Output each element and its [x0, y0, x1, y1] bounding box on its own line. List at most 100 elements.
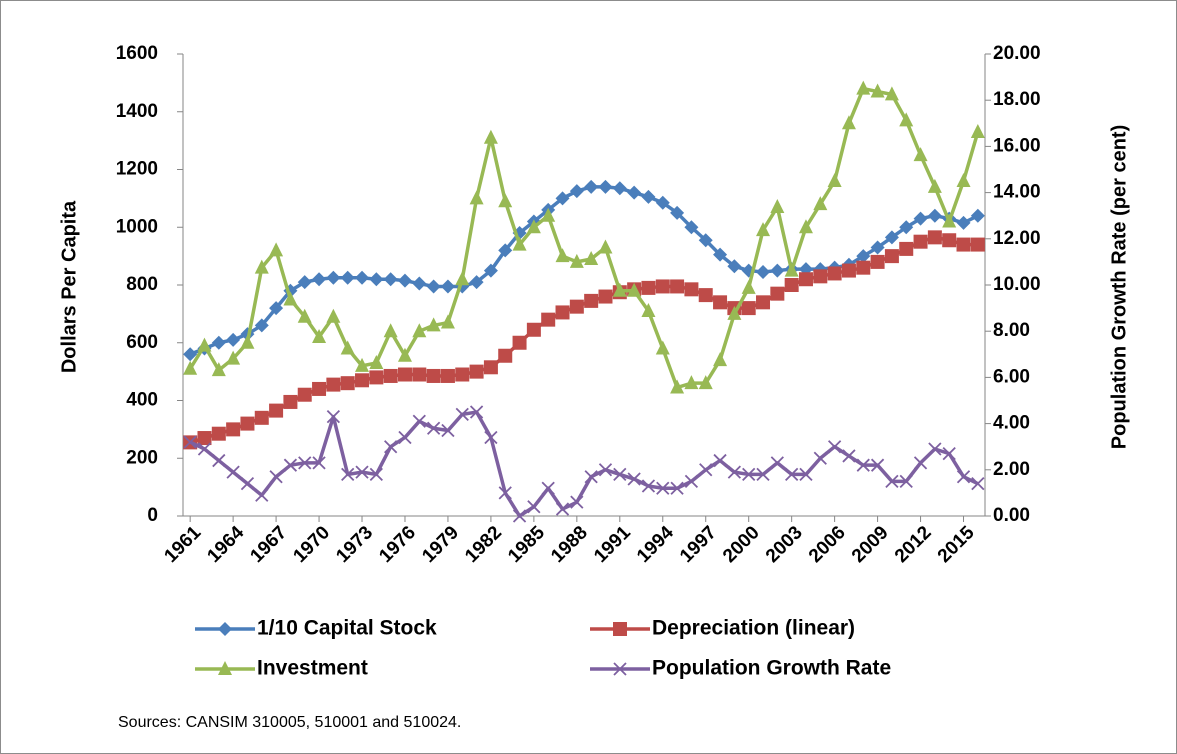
marker-diamond [970, 208, 985, 223]
marker-triangle [312, 328, 327, 343]
y-tick-label: 200 [126, 447, 158, 468]
legend-label: Population Growth Rate [652, 657, 891, 680]
marker-square [698, 288, 713, 303]
marker-square [813, 269, 828, 284]
marker-x [283, 458, 298, 472]
marker-square [440, 368, 455, 383]
marker-triangle [741, 279, 756, 294]
marker-x [527, 500, 541, 514]
legend-item: Depreciation (linear) [590, 617, 855, 640]
marker-diamond [655, 195, 670, 210]
marker-triangle [355, 357, 370, 372]
marker-square [956, 237, 971, 252]
marker-square [312, 381, 327, 396]
marker-x [770, 456, 784, 470]
marker-x [326, 410, 341, 424]
marker-square [455, 367, 470, 382]
marker-triangle [512, 236, 527, 251]
marker-triangle [942, 213, 957, 228]
marker-triangle [913, 147, 928, 162]
marker-square [569, 299, 584, 314]
series-line [188, 86, 980, 390]
marker-square [756, 295, 771, 310]
marker-square [397, 367, 412, 382]
legend-item: Population Growth Rate [590, 657, 891, 680]
marker-diamond [856, 249, 871, 264]
marker-square [269, 403, 284, 418]
marker-square [827, 266, 842, 281]
marker-diamond [226, 332, 241, 347]
marker-diamond [870, 240, 885, 255]
marker-triangle [283, 291, 298, 306]
marker-square [970, 237, 985, 252]
marker-diamond [584, 179, 599, 194]
marker-triangle [670, 379, 685, 394]
marker-diamond [913, 211, 928, 226]
marker-x [469, 405, 484, 419]
legend-item: Investment [195, 657, 368, 680]
marker-x [212, 453, 226, 468]
marker-x [827, 440, 842, 454]
y2-tick-label: 12.00 [993, 228, 1041, 249]
marker-diamond [713, 247, 728, 262]
marker-triangle [483, 129, 498, 144]
y2-tick-label: 16.00 [993, 135, 1041, 156]
marker-triangle [798, 219, 813, 234]
marker-x [913, 456, 928, 470]
marker-x [412, 414, 426, 428]
marker-triangle [884, 86, 899, 101]
marker-x [928, 442, 942, 456]
marker-x [813, 451, 827, 465]
marker-triangle [899, 112, 914, 127]
y-tick-label: 400 [126, 390, 158, 411]
marker-x [870, 458, 885, 472]
marker-triangle [655, 340, 670, 355]
marker-triangle [813, 196, 828, 211]
y2-tick-label: 10.00 [993, 274, 1041, 295]
marker-triangle [555, 248, 570, 263]
marker-x [312, 456, 326, 470]
marker-triangle [541, 207, 556, 222]
marker-square [369, 370, 384, 385]
marker-x [684, 474, 699, 488]
marker-square [326, 377, 341, 392]
marker-square [856, 260, 871, 275]
marker-diamond [397, 273, 412, 288]
marker-diamond [297, 275, 312, 290]
marker-square [913, 234, 928, 249]
marker-x [627, 472, 641, 486]
marker-diamond [440, 279, 455, 294]
marker-diamond [569, 184, 584, 199]
marker-triangle [569, 253, 584, 268]
y-tick-label: 1000 [116, 216, 158, 237]
marker-triangle [426, 317, 441, 332]
marker-diamond [770, 263, 785, 278]
legend-label: Depreciation (linear) [652, 617, 855, 640]
marker-square [942, 233, 957, 248]
marker-square [884, 249, 899, 264]
marker-square [355, 373, 370, 388]
y-tick-label: 600 [126, 332, 158, 353]
marker-x [971, 477, 985, 491]
marker-square [340, 376, 355, 391]
y-tick-label: 1400 [116, 101, 158, 122]
marker-x [756, 467, 770, 482]
source-note: Sources: CANSIM 310005, 510001 and 51002… [118, 714, 461, 731]
marker-x [226, 465, 240, 479]
marker-x [441, 423, 455, 438]
marker-diamond [498, 243, 513, 258]
marker-square [770, 286, 785, 301]
marker-x [183, 435, 197, 449]
marker-triangle [856, 80, 871, 95]
marker-triangle [612, 282, 627, 297]
marker-diamond [340, 270, 355, 285]
marker-square [684, 282, 699, 297]
marker-x [369, 467, 383, 482]
marker-x [355, 465, 369, 479]
marker-diamond [218, 622, 232, 636]
marker-diamond [627, 185, 642, 200]
marker-square [526, 322, 541, 337]
marker-x [842, 449, 856, 463]
y-tick-label: 1200 [116, 159, 158, 180]
